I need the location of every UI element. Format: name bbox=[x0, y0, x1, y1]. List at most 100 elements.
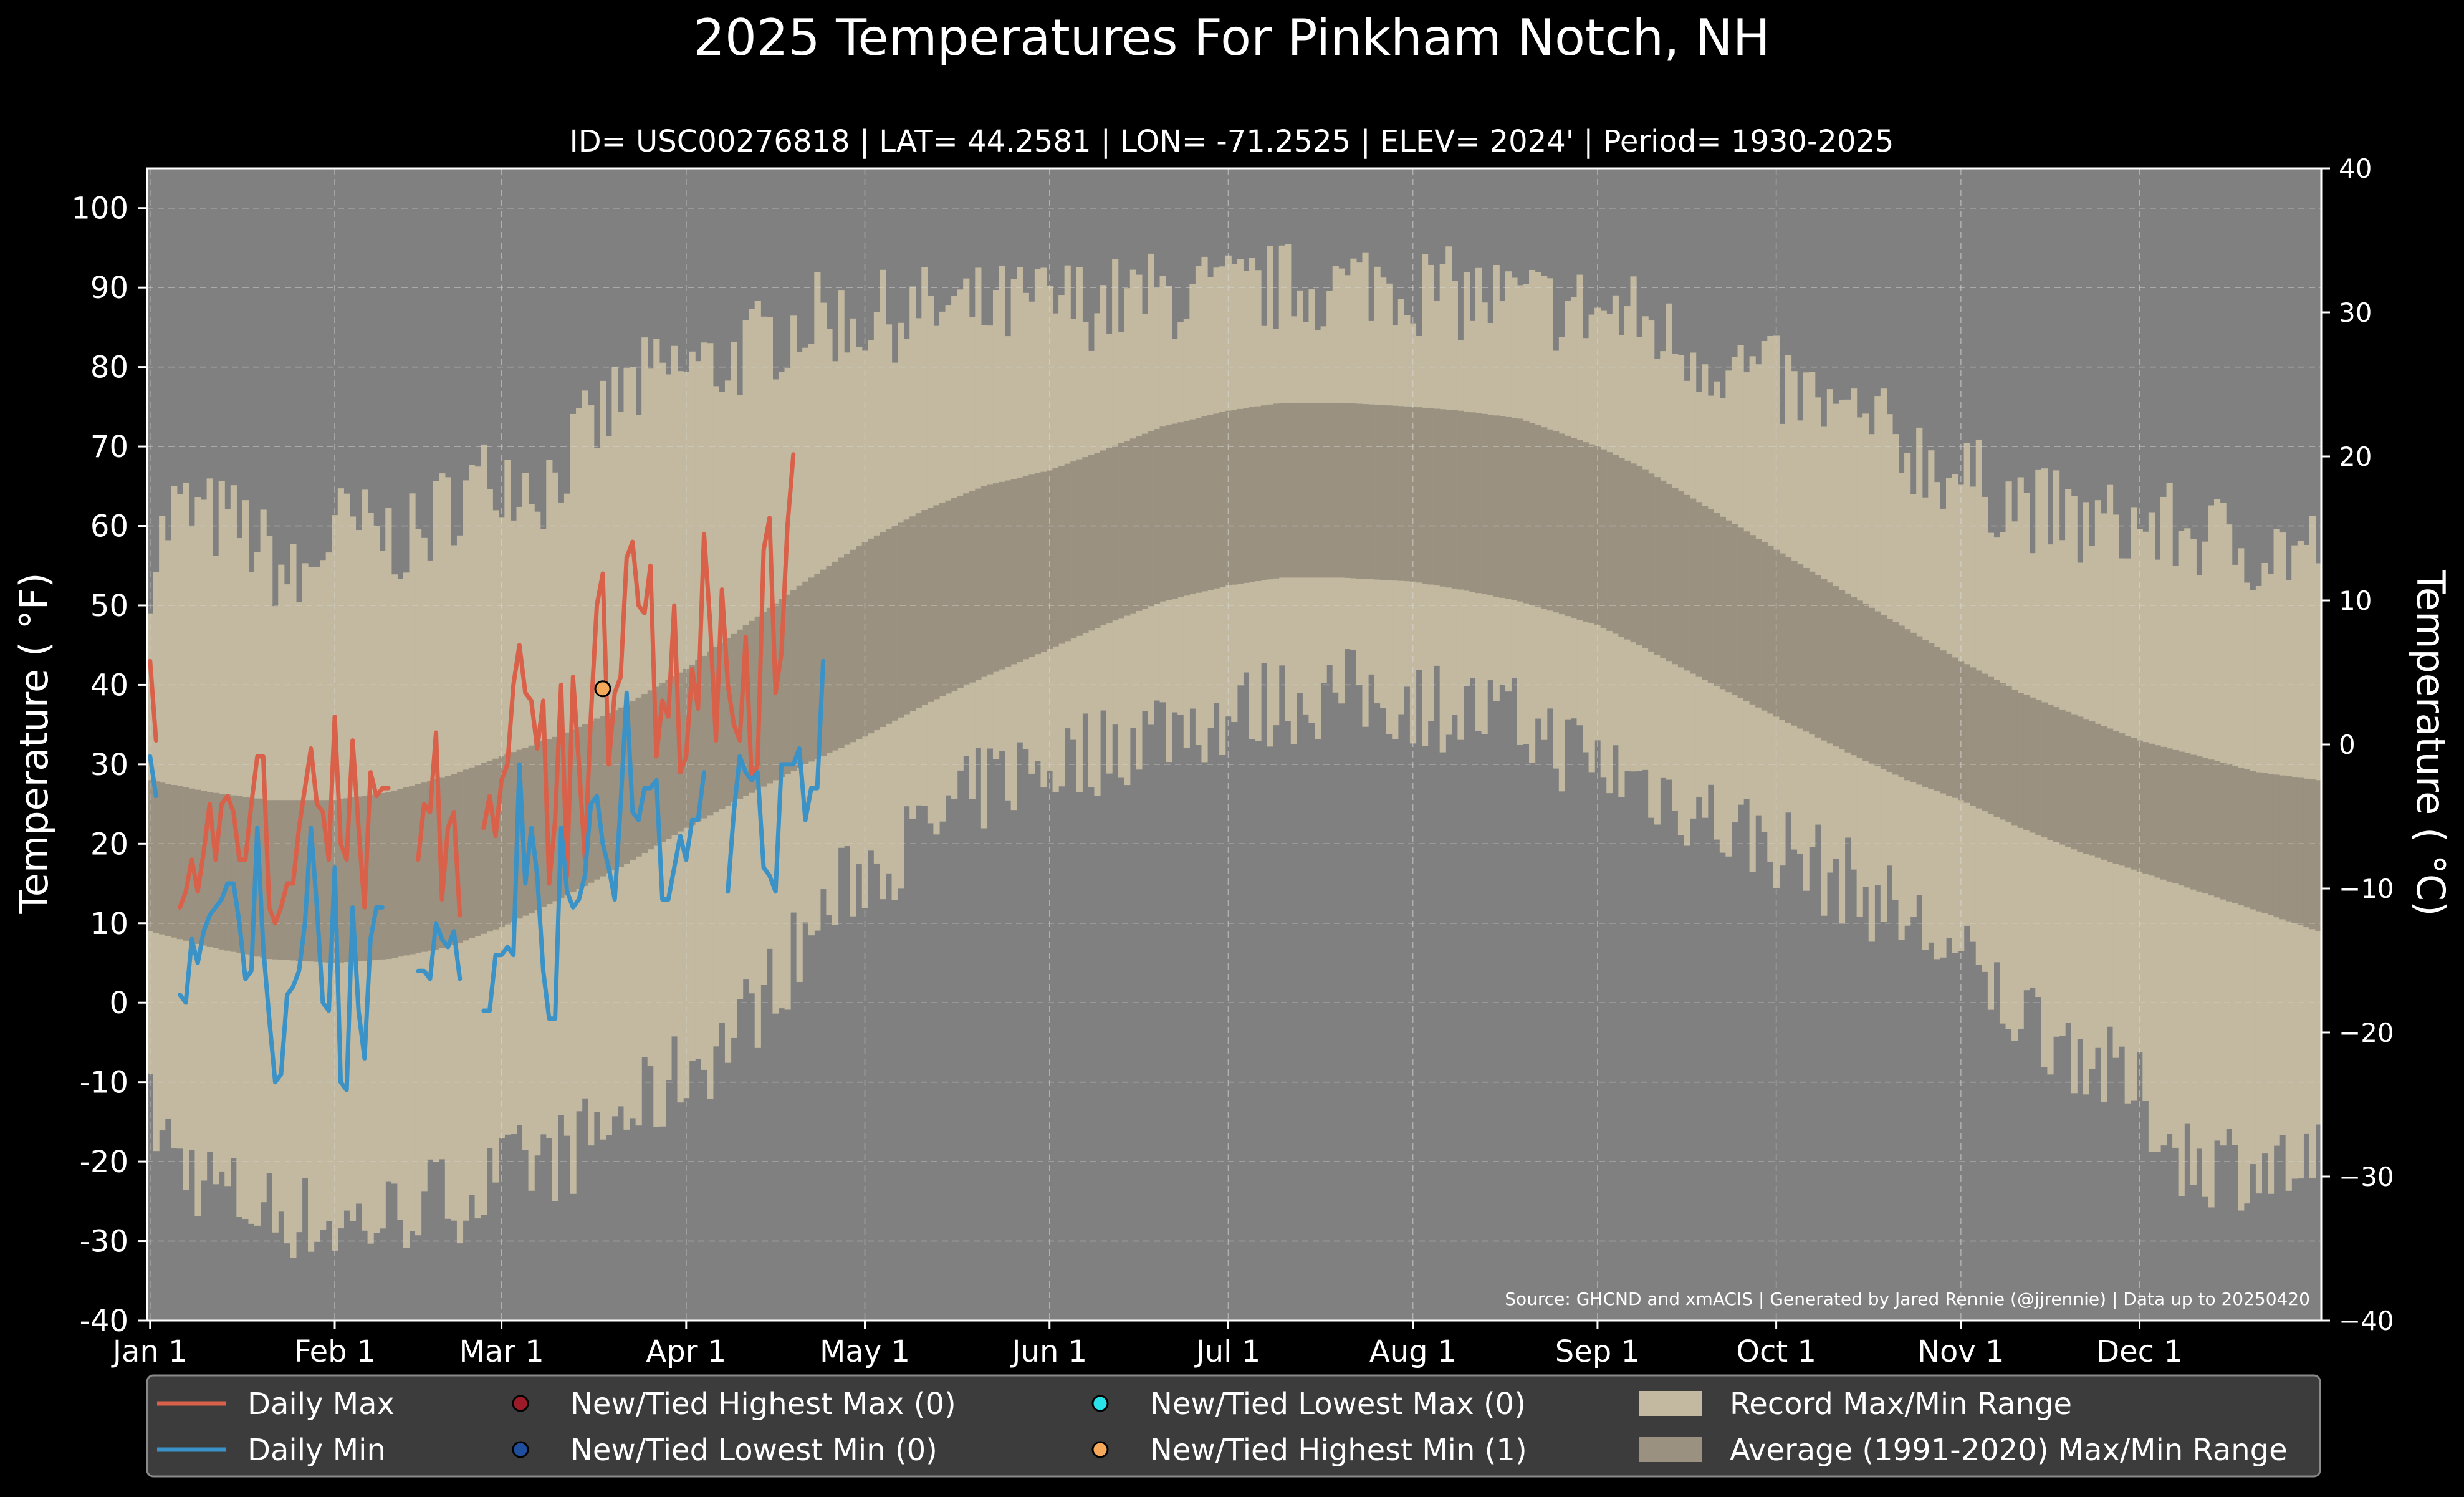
average-range-bar bbox=[1290, 402, 1297, 578]
average-range-bar bbox=[1183, 420, 1190, 596]
chart-title: 2025 Temperatures For Pinkham Notch, NH bbox=[693, 9, 1770, 67]
daily-min-line bbox=[148, 658, 826, 1092]
average-range-bar bbox=[784, 594, 791, 774]
average-range-bar bbox=[719, 642, 726, 809]
y2-tick-label: −10 bbox=[2339, 874, 2394, 904]
average-range-bar bbox=[2273, 774, 2280, 918]
average-range-bar bbox=[1934, 647, 1941, 792]
average-range-bar bbox=[927, 508, 934, 702]
average-range-bar bbox=[1583, 442, 1589, 622]
source-note: Source: GHCND and xmACIS | Generated by … bbox=[1505, 1289, 2310, 1309]
x-tick-label: Oct 1 bbox=[1736, 1334, 1816, 1369]
average-range-bar bbox=[1856, 600, 1863, 758]
average-range-bar bbox=[1666, 484, 1672, 662]
average-range-bar bbox=[1993, 680, 2000, 817]
y2-tick-label: 40 bbox=[2339, 153, 2372, 184]
average-range-bar bbox=[1457, 410, 1464, 590]
average-range-bar bbox=[516, 749, 523, 919]
average-range-bar bbox=[1862, 604, 1869, 761]
average-range-bar bbox=[576, 726, 583, 889]
average-range-bar bbox=[1928, 643, 1935, 789]
average-range-bar bbox=[1159, 426, 1166, 602]
average-range-bar bbox=[2148, 743, 2155, 876]
average-range-bar bbox=[885, 529, 893, 724]
average-range-bar bbox=[915, 513, 922, 708]
average-range-bar bbox=[1767, 546, 1774, 714]
average-range-bar bbox=[1546, 429, 1553, 611]
average-range-bar bbox=[1112, 445, 1119, 621]
average-range-bar bbox=[1719, 516, 1726, 690]
average-range-bar bbox=[2196, 756, 2203, 892]
average-range-bar bbox=[1213, 413, 1220, 589]
average-range-bar bbox=[421, 782, 428, 952]
average-range-bar bbox=[2124, 735, 2131, 868]
average-range-bar bbox=[2041, 702, 2048, 838]
average-range-bar bbox=[1439, 409, 1446, 587]
average-range-bar bbox=[1999, 683, 2006, 820]
legend-entry-label: New/Tied Lowest Min (0) bbox=[570, 1433, 937, 1468]
average-range-bar bbox=[337, 799, 344, 963]
average-range-bar bbox=[2089, 721, 2096, 856]
average-range-bar bbox=[2202, 758, 2209, 893]
average-range-bar bbox=[1207, 415, 1214, 590]
average-range-bar bbox=[1838, 590, 1846, 749]
y-tick-label: -10 bbox=[80, 1066, 128, 1100]
legend-marker-swatch bbox=[1091, 1441, 1109, 1458]
average-range-bar bbox=[254, 798, 261, 957]
average-range-bar bbox=[1166, 425, 1172, 600]
average-range-bar bbox=[1153, 429, 1161, 604]
average-range-bar bbox=[1672, 488, 1679, 665]
average-range-bar bbox=[469, 767, 476, 938]
average-range-bar bbox=[2208, 759, 2215, 896]
average-range-bar bbox=[1594, 446, 1601, 625]
average-range-bar bbox=[1404, 406, 1411, 582]
average-range-bar bbox=[242, 797, 249, 955]
average-range-bar bbox=[695, 660, 702, 822]
average-range-bar bbox=[1052, 468, 1059, 647]
average-range-bar bbox=[749, 620, 755, 793]
average-range-bar bbox=[2005, 686, 2012, 822]
average-range-bar bbox=[1326, 402, 1333, 578]
average-range-bar bbox=[778, 599, 785, 777]
average-range-bar bbox=[1963, 664, 1970, 803]
average-range-bar bbox=[1344, 403, 1351, 578]
average-range-bar bbox=[2059, 709, 2066, 845]
average-range-bar bbox=[165, 784, 171, 936]
average-range-bar bbox=[1201, 416, 1208, 592]
legend-entry-label: New/Tied Lowest Max (0) bbox=[1150, 1387, 1526, 1422]
average-range-bar bbox=[1714, 513, 1720, 686]
average-range-bar bbox=[1177, 422, 1184, 597]
average-range-bar bbox=[1773, 549, 1780, 717]
average-range-bar bbox=[1427, 408, 1434, 585]
average-range-bar bbox=[320, 800, 327, 963]
average-range-bar bbox=[1874, 611, 1881, 767]
average-range-bar bbox=[611, 710, 618, 870]
average-range-bar bbox=[1493, 415, 1500, 597]
average-range-bar bbox=[1916, 636, 1923, 785]
average-range-bar bbox=[1451, 410, 1458, 589]
average-range-bar bbox=[1970, 667, 1977, 806]
average-range-bar bbox=[1397, 406, 1404, 581]
average-range-bar bbox=[171, 785, 178, 938]
average-range-bar bbox=[1809, 571, 1816, 735]
average-range-bar bbox=[1975, 670, 1982, 809]
average-range-bar bbox=[1469, 412, 1476, 592]
average-range-bar bbox=[1434, 408, 1441, 586]
average-range-bar bbox=[1267, 404, 1273, 580]
average-range-bar bbox=[2023, 695, 2030, 830]
average-range-bar bbox=[1368, 404, 1375, 580]
y-tick-label: -30 bbox=[80, 1225, 128, 1259]
average-range-bar bbox=[433, 779, 439, 950]
record-markers bbox=[594, 680, 611, 698]
average-range-bar bbox=[623, 705, 630, 864]
average-range-bar bbox=[176, 786, 183, 940]
average-range-bar bbox=[2077, 716, 2084, 852]
series-lines bbox=[148, 452, 826, 1092]
y2-tick-label: 30 bbox=[2339, 297, 2372, 328]
average-range-bar bbox=[2053, 707, 2060, 842]
average-range-bar bbox=[1189, 419, 1196, 595]
average-range-bar bbox=[236, 796, 243, 953]
average-range-bar bbox=[1779, 553, 1786, 720]
average-range-bar bbox=[1618, 458, 1625, 637]
average-range-bar bbox=[999, 481, 1005, 670]
